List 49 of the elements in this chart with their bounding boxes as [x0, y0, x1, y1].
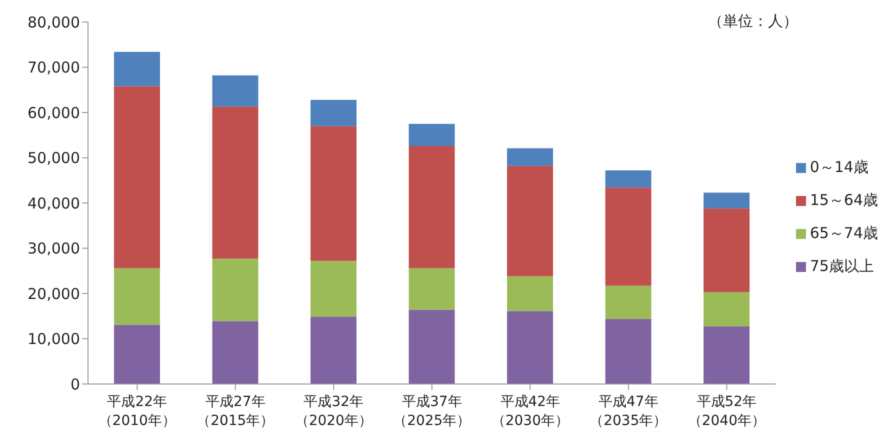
y-tick-label: 30,000 [28, 240, 80, 258]
bar [605, 170, 652, 188]
y-tick-label: 10,000 [28, 330, 80, 348]
bar [507, 166, 554, 276]
bar [605, 188, 652, 286]
bar [408, 310, 455, 384]
legend-label: 0～14歳 [810, 158, 868, 177]
bar [212, 258, 258, 322]
bar [212, 321, 258, 384]
bar [310, 260, 357, 317]
y-tick-label: 50,000 [28, 149, 80, 168]
x-tick-label: 平成37年（2025年） [393, 394, 471, 429]
annotation: （単位：人） [708, 12, 798, 31]
bar [605, 318, 652, 384]
y-tick-label: 60,000 [28, 104, 80, 122]
bar [310, 126, 357, 261]
bar [507, 276, 554, 312]
bar [507, 148, 554, 166]
x-tick-label: 平成27年（2015年） [196, 394, 274, 429]
legend-label: 15～64歳 [810, 191, 878, 210]
legend-label: 75歳以上 [810, 257, 874, 276]
bar [704, 292, 750, 327]
bar [704, 326, 750, 384]
x-tick-label: 平成47年（2035年） [590, 394, 668, 429]
bar [704, 192, 750, 208]
y-tick-label: 0 [70, 375, 80, 394]
bar [212, 106, 258, 259]
bar [310, 100, 357, 126]
bar [408, 124, 455, 146]
y-tick-label: 70,000 [28, 58, 80, 77]
y-tick-label: 40,000 [28, 194, 80, 212]
x-tick-label: 平成52年（2040年） [688, 394, 766, 429]
bar [114, 86, 160, 268]
bar [212, 75, 258, 107]
bar [114, 52, 160, 86]
bar [114, 268, 160, 325]
y-tick-label: 20,000 [28, 284, 80, 303]
y-tick-label: 80,000 [28, 13, 80, 32]
bar [114, 324, 160, 384]
bar [310, 316, 357, 384]
bar [605, 286, 652, 319]
bar [704, 208, 750, 292]
x-tick-label: 平成32年（2020年） [294, 394, 372, 429]
bar [507, 311, 554, 384]
legend-label: 65～74歳 [810, 224, 878, 243]
bar [408, 146, 455, 268]
x-tick-label: 平成42年（2030年） [491, 394, 569, 429]
bar [408, 268, 455, 310]
x-tick-label: 平成22年（2010年） [98, 394, 176, 429]
